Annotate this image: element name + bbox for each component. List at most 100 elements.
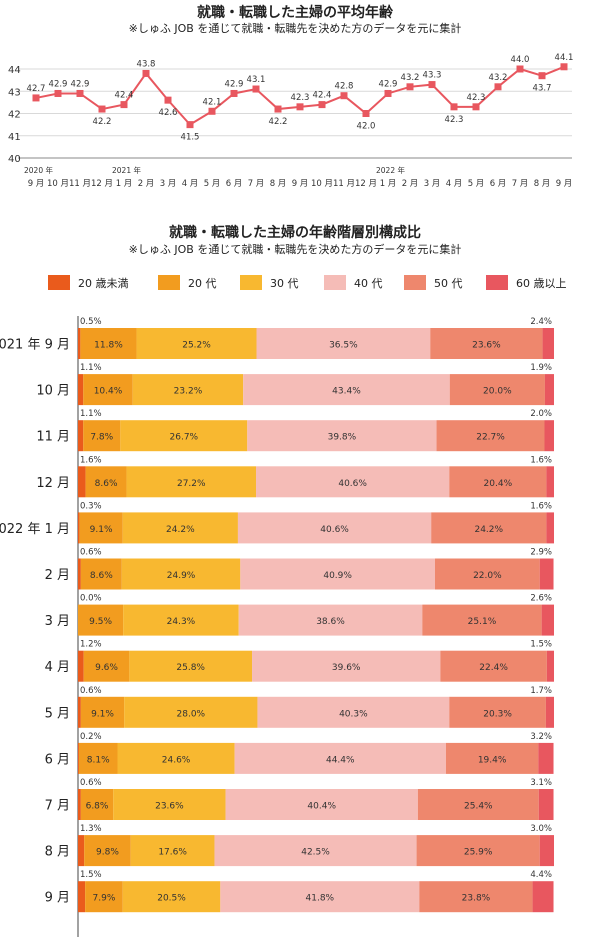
data-point: [384, 89, 392, 97]
data-label-60-plus: 1.6%: [530, 455, 552, 465]
data-label-60-plus: 2.6%: [530, 594, 552, 604]
data-label-60-plus: 4.4%: [530, 870, 552, 880]
data-point: [406, 83, 414, 91]
data-label: 40.4%: [307, 802, 336, 812]
data-point: [362, 110, 370, 117]
data-label: 28.0%: [177, 709, 206, 719]
data-label: 25.4%: [464, 802, 493, 812]
x-tick-label: 1 月: [380, 179, 397, 189]
bar-segment: [538, 789, 554, 820]
data-label: 43.3: [423, 71, 442, 81]
bar-segment: [78, 742, 79, 774]
data-label: 9.1%: [91, 709, 114, 719]
bar-segment: [122, 512, 238, 544]
bar-segment: [542, 328, 554, 359]
data-label: 43.8: [137, 59, 156, 69]
data-label: 17.6%: [158, 848, 187, 858]
line-chart-title: 就職・転職した主婦の平均年齢: [197, 5, 393, 21]
bar-segment: [225, 789, 418, 820]
bar-segment: [532, 881, 554, 913]
x-tick-label: 11 月: [69, 179, 91, 189]
data-label: 7.8%: [90, 433, 113, 443]
data-label-60-plus: 3.0%: [530, 824, 552, 834]
data-label: 43.2: [401, 73, 420, 83]
category-label: 7 月: [45, 799, 70, 814]
data-label: 36.5%: [329, 341, 358, 351]
category-label: 6 月: [45, 752, 70, 767]
bar-segment: [136, 328, 257, 359]
bar-segment: [544, 374, 554, 406]
data-label-60-plus: 1.7%: [530, 686, 552, 696]
data-label: 40.9%: [323, 571, 352, 581]
bar-segment: [78, 558, 81, 590]
data-label: 9.6%: [95, 663, 118, 673]
bar-segment: [545, 696, 554, 728]
data-label: 25.1%: [468, 617, 497, 627]
category-label: 12 月: [36, 476, 70, 491]
data-label: 9.5%: [89, 617, 112, 627]
x-tick-label: 7 月: [512, 179, 529, 189]
data-point: [538, 72, 546, 80]
category-label: 2022 年 1 月: [0, 522, 70, 537]
data-label-60-plus: 2.0%: [530, 409, 552, 419]
data-label: 6.8%: [86, 802, 109, 812]
bar-segment: [79, 512, 123, 544]
bar-segment: [538, 742, 554, 774]
data-label: 42.9: [225, 79, 244, 89]
bar-segment: [440, 650, 547, 682]
x-year-label: 2020 年: [24, 165, 53, 175]
data-point: [472, 103, 480, 111]
data-point: [230, 89, 238, 97]
data-label: 27.2%: [177, 479, 206, 489]
data-label: 22.0%: [473, 571, 502, 581]
bar-segment: [78, 696, 81, 728]
bar-chart-title: 就職・転職した主婦の年齢階層別構成比: [169, 225, 421, 241]
data-label: 43.1: [247, 75, 266, 85]
y-tick-label: 42: [8, 110, 21, 121]
data-label: 40.6%: [338, 479, 367, 489]
data-label: 10.4%: [94, 387, 123, 397]
data-label: 44.0: [511, 55, 530, 65]
data-label: 40.3%: [339, 709, 368, 719]
bar-segment: [78, 835, 85, 867]
x-tick-label: 10 月: [47, 179, 69, 189]
data-label: 25.9%: [464, 848, 493, 858]
bar-segment: [80, 789, 114, 820]
data-point: [32, 94, 40, 102]
data-point: [340, 92, 348, 100]
data-label: 7.9%: [93, 894, 116, 904]
data-label: 23.6%: [155, 802, 184, 812]
bar-segment: [83, 650, 130, 682]
data-label: 9.1%: [90, 525, 113, 535]
bar-segment: [78, 328, 81, 359]
bar-segment: [417, 789, 539, 820]
bar-segment: [113, 789, 226, 820]
data-label-under-20: 0.2%: [80, 732, 102, 742]
bar-segment: [237, 512, 432, 544]
bar-segment: [546, 512, 554, 544]
data-label: 24.9%: [167, 571, 196, 581]
bar-segment: [430, 328, 543, 359]
y-tick-label: 40: [8, 154, 21, 165]
data-label: 43.2: [489, 73, 508, 83]
data-label: 42.9: [379, 79, 398, 89]
bar-segment: [238, 604, 423, 636]
data-label-60-plus: 1.5%: [530, 640, 552, 650]
bar-segment: [416, 835, 540, 867]
data-point: [428, 81, 436, 89]
data-label: 23.2%: [174, 387, 203, 397]
bar-segment: [214, 835, 417, 867]
data-label: 20.5%: [157, 894, 186, 904]
legend-label: 40 代: [354, 277, 383, 290]
x-tick-label: 12 月: [91, 179, 113, 189]
data-point: [98, 105, 106, 113]
data-label: 41.5: [181, 133, 200, 143]
bar-segment: [83, 374, 133, 406]
bar-segment: [234, 742, 446, 774]
data-label: 43.7: [533, 84, 552, 94]
x-tick-label: 10 月: [311, 179, 333, 189]
data-label-60-plus: 1.6%: [530, 501, 552, 511]
x-tick-label: 8 月: [534, 179, 551, 189]
y-tick-label: 44: [8, 65, 21, 76]
bar-segment: [247, 420, 437, 452]
